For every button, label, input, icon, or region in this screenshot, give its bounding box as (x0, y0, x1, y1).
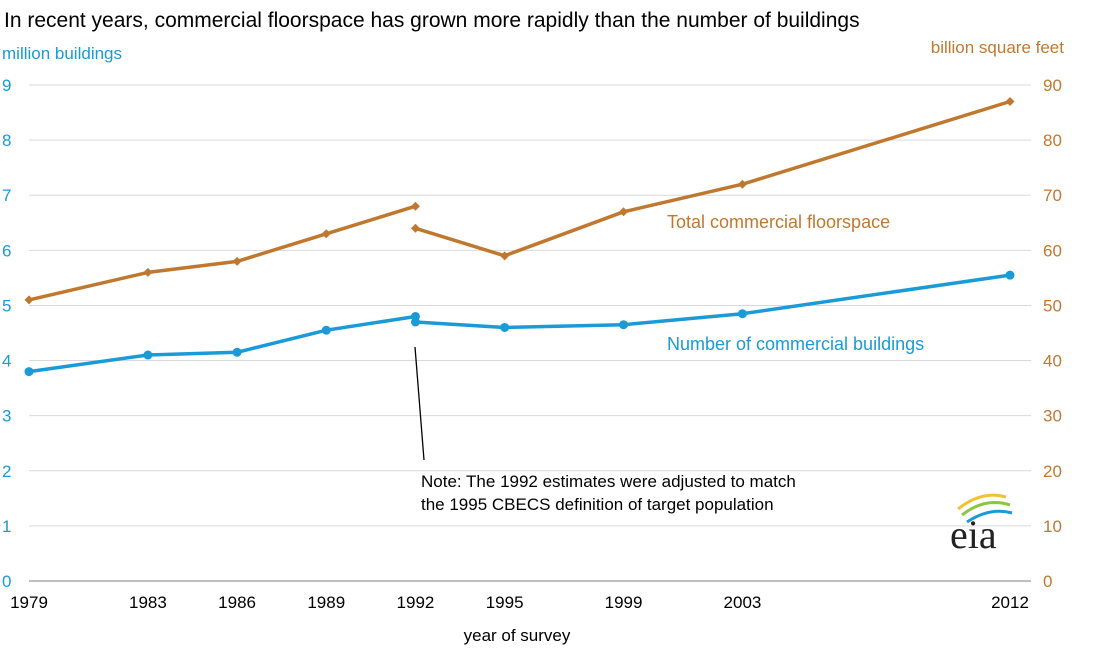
series-floorspace (24, 97, 1015, 305)
x-tick-label: 1986 (218, 593, 256, 612)
data-point (1005, 270, 1015, 280)
data-point (232, 256, 242, 266)
eia-logo: eia (950, 493, 1013, 557)
x-tick-label: 2012 (991, 593, 1029, 612)
gridlines (29, 84, 1031, 527)
left-axis-unit-label: million buildings (2, 44, 122, 63)
right-tick-label: 20 (1043, 462, 1062, 481)
data-point (24, 295, 34, 305)
series-layer (24, 97, 1015, 377)
chart-title: In recent years, commercial floorspace h… (4, 9, 860, 32)
right-tick-label: 60 (1043, 241, 1062, 260)
right-tick-label: 10 (1043, 517, 1062, 536)
data-point (500, 251, 510, 261)
series-line (414, 99, 1011, 258)
series-line (415, 273, 1011, 330)
data-point (24, 367, 34, 377)
data-point (619, 320, 629, 330)
right-axis-unit-label: billion square feet (931, 38, 1065, 57)
data-point (410, 223, 420, 233)
right-tick-label: 70 (1043, 186, 1062, 205)
right-tick-label: 30 (1043, 407, 1062, 426)
series-buildings (24, 270, 1015, 377)
data-point (143, 267, 153, 277)
left-tick-label: 6 (2, 241, 11, 260)
right-tick-label: 90 (1043, 76, 1062, 95)
right-tick-label: 80 (1043, 131, 1062, 150)
logo-swoosh-green (961, 501, 1011, 517)
left-tick-label: 0 (2, 572, 11, 591)
annotation-leader-line (414, 346, 425, 461)
right-tick-label: 50 (1043, 296, 1062, 315)
x-tick-label: 1995 (486, 593, 524, 612)
data-point (737, 179, 747, 189)
logo-swoosh-yellow (957, 493, 1007, 511)
series-label-buildings: Number of commercial buildings (667, 334, 924, 354)
x-tick-label: 1983 (129, 593, 167, 612)
left-axis-ticks: 0 1 2 3 4 5 6 7 8 9 (2, 76, 11, 591)
data-point (500, 322, 510, 332)
left-tick-label: 9 (2, 76, 11, 95)
data-point (232, 347, 242, 357)
data-point (737, 309, 747, 319)
left-tick-label: 4 (2, 352, 11, 371)
x-tick-label: 1979 (10, 593, 48, 612)
x-axis-label: year of survey (464, 626, 571, 645)
right-tick-label: 40 (1043, 352, 1062, 371)
series-line (28, 204, 417, 302)
left-tick-label: 8 (2, 131, 11, 150)
left-tick-label: 2 (2, 462, 11, 481)
data-point (1005, 97, 1015, 107)
left-tick-label: 1 (2, 517, 11, 536)
data-point (410, 201, 420, 211)
data-point (410, 317, 420, 327)
x-tick-label: 1999 (605, 593, 643, 612)
data-point (321, 229, 331, 239)
left-tick-label: 3 (2, 407, 11, 426)
series-label-floorspace: Total commercial floorspace (667, 212, 890, 232)
x-tick-label: 1992 (397, 593, 435, 612)
right-tick-label: 0 (1043, 572, 1052, 591)
left-tick-label: 7 (2, 186, 11, 205)
x-axis-ticks: 1979 1983 1986 1989 1992 1995 1999 2003 2012 (10, 593, 1029, 612)
logo-swoosh-blue (966, 509, 1013, 524)
data-point (143, 350, 153, 360)
annotation-line-2: the 1995 CBECS definition of target popu… (421, 495, 774, 514)
right-axis-ticks: 0 10 20 30 40 50 60 70 80 90 (1043, 76, 1062, 591)
data-point (321, 325, 331, 335)
annotation-line-1: Note: The 1992 estimates were adjusted t… (421, 472, 796, 491)
logo-wordmark: eia (950, 512, 997, 557)
data-point (619, 207, 629, 217)
x-tick-label: 1989 (307, 593, 345, 612)
left-tick-label: 5 (2, 296, 11, 315)
series-line (28, 314, 416, 374)
x-tick-label: 2003 (724, 593, 762, 612)
